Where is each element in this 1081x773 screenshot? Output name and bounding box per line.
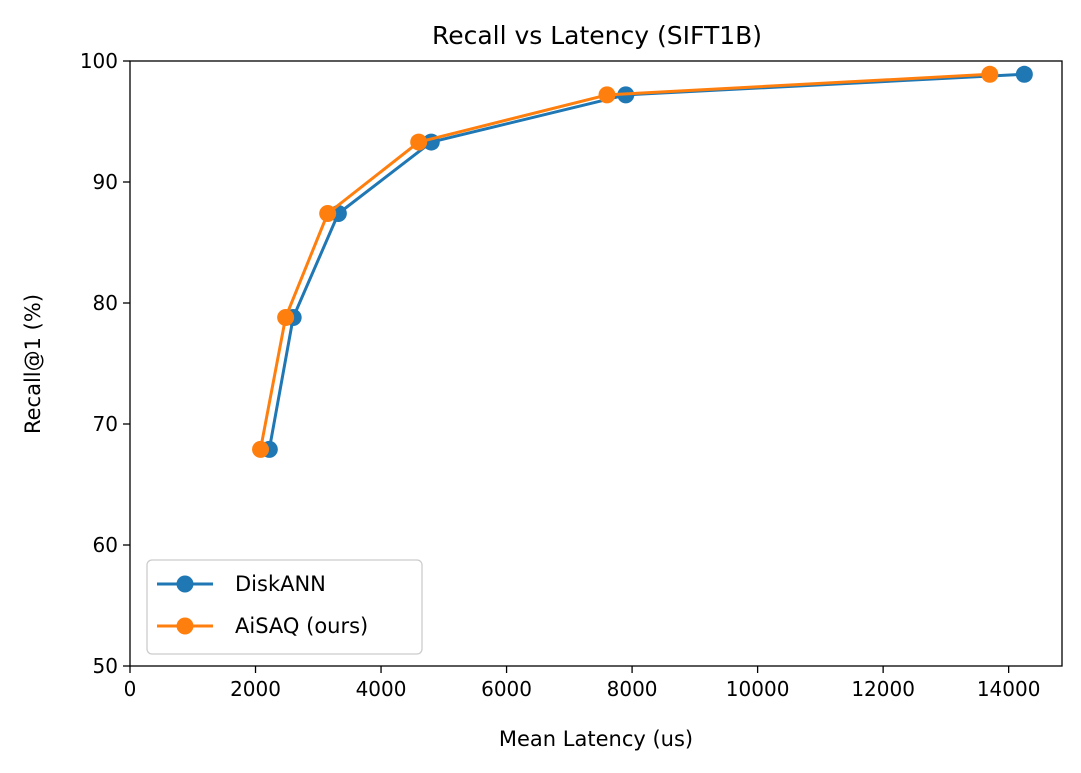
y-tick-label: 60	[93, 533, 118, 557]
x-tick-label: 4000	[356, 677, 407, 701]
data-point-aisaq-ours	[598, 86, 616, 104]
legend-box	[146, 559, 423, 655]
y-tick-label: 90	[93, 170, 118, 194]
legend: DiskANN AiSAQ (ours)	[146, 559, 423, 655]
legend-marker-aisaq	[176, 617, 194, 635]
data-point-aisaq-ours	[277, 309, 295, 327]
y-tick-label: 80	[93, 291, 118, 315]
data-point-diskann	[1015, 65, 1033, 83]
legend-label-aisaq: AiSAQ (ours)	[235, 614, 368, 638]
y-axis-label: Recall@1 (%)	[21, 294, 45, 434]
x-axis-label: Mean Latency (us)	[499, 727, 693, 751]
plot-area	[252, 65, 1033, 458]
x-tick-label: 8000	[607, 677, 658, 701]
series-line-diskann	[267, 72, 1025, 450]
x-tick-label: 12000	[851, 677, 915, 701]
x-tick-label: 14000	[977, 677, 1041, 701]
legend-marker-diskann	[176, 575, 194, 593]
x-tick-label: 6000	[481, 677, 532, 701]
data-point-aisaq-ours	[981, 65, 999, 83]
data-point-aisaq-ours	[252, 440, 270, 458]
y-tick-label: 70	[93, 412, 118, 436]
y-tick-label: 50	[93, 654, 118, 678]
legend-label-diskann: DiskANN	[235, 572, 326, 596]
x-tick-label: 2000	[230, 677, 281, 701]
y-axis: 50 60 70 80 90 100	[80, 49, 130, 678]
series-line-aisaq-ours	[259, 72, 990, 450]
x-tick-label: 10000	[726, 677, 790, 701]
data-point-aisaq-ours	[319, 204, 337, 222]
plot-frame	[129, 60, 1063, 667]
chart-title: Recall vs Latency (SIFT1B)	[432, 21, 762, 50]
data-point-aisaq-ours	[410, 133, 428, 151]
y-tick-label: 100	[80, 49, 118, 73]
x-axis: 0 2000 4000 6000 8000 10000 12000 14000	[124, 666, 1041, 701]
x-tick-label: 0	[124, 677, 137, 701]
